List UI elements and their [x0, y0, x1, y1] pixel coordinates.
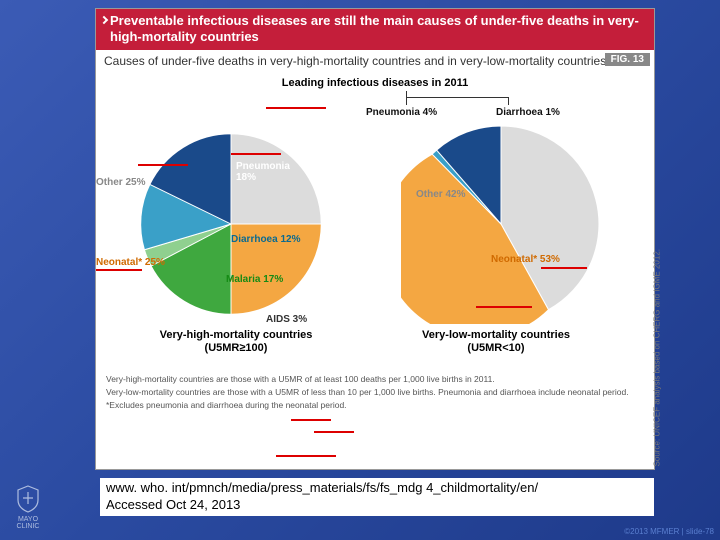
- footnote: *Excludes pneumonia and diarrhoea during…: [96, 398, 654, 411]
- leading-diseases-label: Leading infectious diseases in 2011: [96, 77, 654, 89]
- footnote: Very-low-mortality countries are those w…: [96, 385, 654, 398]
- underline: [96, 269, 142, 271]
- mayo-clinic-logo: MAYO CLINIC: [8, 484, 48, 528]
- citation-block: www. who. int/pmnch/media/press_material…: [100, 478, 654, 516]
- underline: [231, 153, 281, 155]
- copyright-text: ©2013 MFMER | slide-78: [624, 527, 714, 536]
- figure-title: Preventable infectious diseases are stil…: [96, 9, 654, 50]
- caption-line: Very-high-mortality countries: [160, 329, 313, 341]
- underline: [476, 306, 532, 308]
- shield-icon: [14, 484, 42, 514]
- callout-diarrhoea: Diarrhoea 1%: [496, 107, 560, 118]
- figure-badge: FIG. 13: [605, 53, 650, 66]
- underline: [541, 267, 587, 269]
- underline: [138, 164, 188, 166]
- citation-date: Accessed Oct 24, 2013: [106, 497, 240, 512]
- label-malaria-left: Malaria 17%: [226, 274, 283, 285]
- label-other-left: Other 25%: [96, 177, 145, 188]
- bracket-line: [406, 97, 407, 105]
- underline: [276, 455, 336, 457]
- label-neonatal-right: Neonatal* 53%: [491, 254, 560, 265]
- left-pie-caption: Very-high-mortality countries (U5MR≥100): [156, 329, 316, 355]
- figure-container: Preventable infectious diseases are stil…: [95, 8, 655, 470]
- label-pneumonia-left: Pneumonia 18%: [236, 161, 290, 183]
- caption-line: Very-low-mortality countries: [422, 329, 570, 341]
- underline: [314, 431, 354, 433]
- logo-text: MAYO CLINIC: [17, 516, 40, 530]
- bracket: [406, 97, 508, 98]
- label-diarrhoea-left: Diarrhoea 12%: [231, 234, 300, 245]
- left-pie-chart: [136, 129, 326, 319]
- bracket-line: [508, 97, 509, 105]
- callout-pneumonia: Pneumonia 4%: [366, 107, 437, 118]
- label-neonatal-left: Neonatal* 25%: [96, 257, 165, 268]
- citation-url: www. who. int/pmnch/media/press_material…: [106, 480, 538, 495]
- right-pie-caption: Very-low-mortality countries (U5MR<10): [416, 329, 576, 355]
- footnote: Very-high-mortality countries are those …: [96, 372, 654, 385]
- figure-subtitle: Causes of under-five deaths in very-high…: [96, 50, 654, 72]
- caption-line: (U5MR≥100): [205, 342, 268, 354]
- label-other-right: Other 42%: [416, 189, 465, 200]
- caption-line: (U5MR<10): [467, 342, 524, 354]
- underline: [291, 419, 331, 421]
- source-credit: Source: UNICEF analysis based on CHERG a…: [652, 249, 661, 466]
- chart-area: Pneumonia 4% Diarrhoea 1% Other 25% Neon…: [96, 89, 654, 344]
- label-aids-left: AIDS 3%: [266, 314, 307, 325]
- right-pie-chart: [401, 124, 601, 324]
